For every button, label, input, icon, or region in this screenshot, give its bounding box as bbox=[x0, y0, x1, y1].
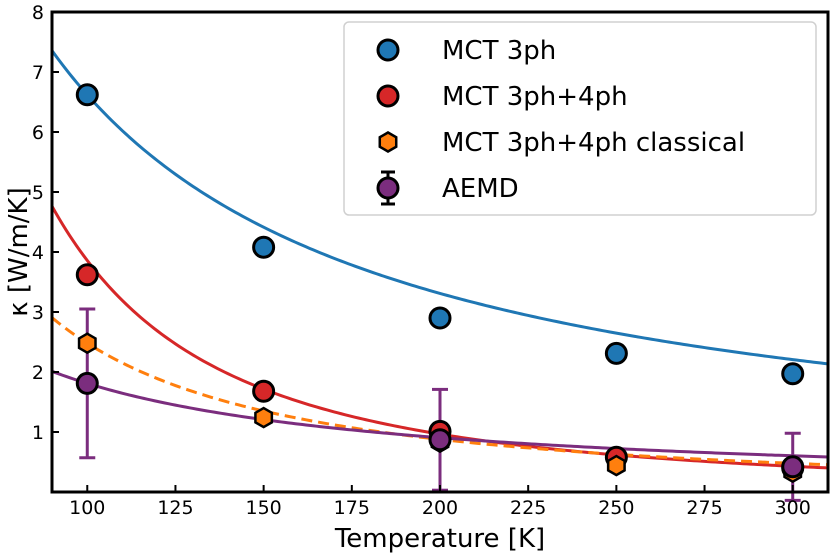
x-axis-ticks: 100 125 150 175 200 225 250 275 300 bbox=[69, 485, 811, 519]
x-tick-label: 175 bbox=[334, 497, 370, 519]
legend-label: AEMD bbox=[442, 174, 519, 204]
y-tick-label: 6 bbox=[32, 122, 44, 144]
x-tick-label: 150 bbox=[246, 497, 282, 519]
data-point bbox=[75, 83, 99, 107]
y-tick-label: 1 bbox=[32, 422, 44, 444]
x-axis-label: Temperature [K] bbox=[334, 524, 545, 554]
data-point bbox=[77, 332, 97, 355]
data-point bbox=[604, 341, 628, 365]
data-point bbox=[75, 371, 99, 395]
legend-marker bbox=[378, 131, 398, 153]
y-tick-label: 3 bbox=[32, 302, 44, 324]
legend-marker bbox=[376, 176, 400, 200]
x-tick-label: 125 bbox=[157, 497, 193, 519]
error-bars bbox=[79, 307, 801, 502]
x-tick-label: 300 bbox=[775, 497, 811, 519]
data-point bbox=[252, 235, 276, 259]
y-tick-label: 8 bbox=[32, 2, 44, 24]
y-tick-label: 7 bbox=[32, 62, 44, 84]
data-points bbox=[75, 83, 805, 484]
y-tick-label: 4 bbox=[32, 242, 44, 264]
data-point bbox=[75, 263, 99, 287]
y-tick-label: 5 bbox=[32, 182, 44, 204]
data-point bbox=[254, 406, 274, 429]
x-tick-label: 275 bbox=[686, 497, 722, 519]
y-axis-ticks: 1 2 3 4 5 6 7 8 bbox=[32, 2, 59, 444]
y-axis-label: κ [W/m/K] bbox=[4, 187, 34, 316]
legend-marker bbox=[376, 84, 400, 108]
data-point bbox=[252, 379, 276, 403]
legend-marker bbox=[376, 38, 400, 62]
fit-line bbox=[50, 49, 829, 366]
x-tick-label: 200 bbox=[422, 497, 458, 519]
data-point bbox=[606, 454, 626, 477]
data-point bbox=[428, 306, 452, 330]
legend-label: MCT 3ph+4ph classical bbox=[442, 128, 745, 158]
x-tick-label: 250 bbox=[598, 497, 634, 519]
data-point bbox=[781, 362, 805, 386]
x-tick-label: 100 bbox=[69, 497, 105, 519]
legend: MCT 3ph MCT 3ph+4ph MCT 3ph+4ph classical A… bbox=[343, 21, 817, 216]
x-tick-label: 225 bbox=[510, 497, 546, 519]
data-point bbox=[781, 455, 805, 479]
y-tick-label: 2 bbox=[32, 362, 44, 384]
data-point bbox=[428, 428, 452, 452]
legend-label: MCT 3ph+4ph bbox=[442, 82, 628, 112]
legend-box bbox=[343, 21, 817, 216]
legend-label: MCT 3ph bbox=[442, 36, 556, 66]
